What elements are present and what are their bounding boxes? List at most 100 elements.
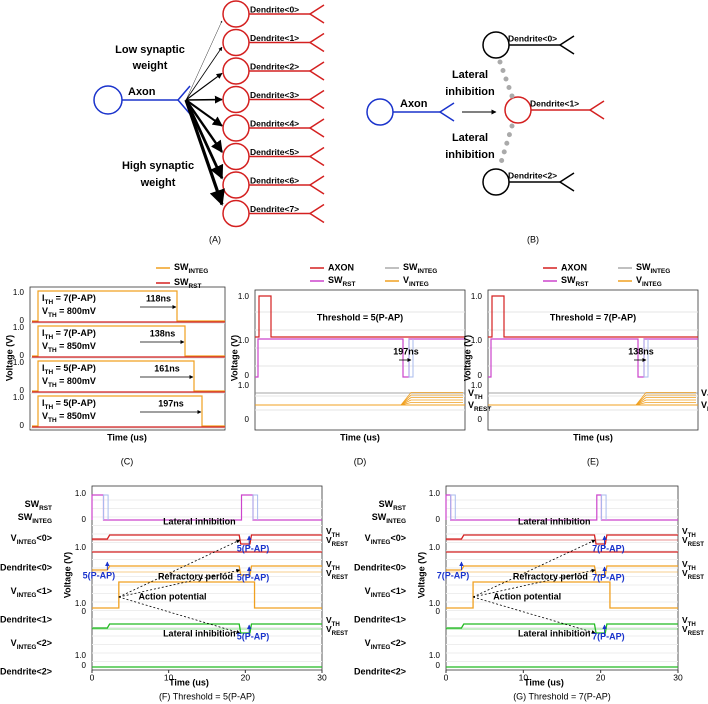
y-tick-label: 1.0	[471, 292, 483, 301]
label: VTH	[326, 615, 340, 627]
subscript: INTEG	[386, 518, 406, 525]
dendrite-fork	[558, 35, 575, 55]
label: Action potential	[493, 591, 561, 601]
label: VREST	[682, 568, 704, 580]
label: ITH = 7(P-AP)	[42, 293, 96, 305]
text-part: V	[11, 586, 17, 596]
subscript: INTEG	[17, 644, 37, 651]
row-label: Dendrite<2>	[354, 666, 406, 676]
label: VTH = 850mV	[42, 341, 96, 353]
neuron-body	[222, 0, 250, 28]
y-tick-label: 1.0	[13, 393, 25, 402]
label: Time (us)	[169, 677, 209, 687]
trace	[252, 494, 259, 520]
y-tick-label: 1.0	[13, 288, 25, 297]
text-part: I	[42, 328, 45, 338]
caption: (D)	[354, 456, 367, 466]
subscript: INTEG	[642, 281, 662, 288]
label: 197ns	[393, 346, 419, 356]
synapse-arrow	[184, 99, 225, 206]
label: Lateral	[452, 69, 488, 81]
text-part: V	[682, 535, 688, 545]
text-part: V	[326, 535, 332, 545]
legend-label: AXON	[561, 262, 587, 272]
label: VTH	[682, 615, 696, 627]
plot-frame	[487, 289, 699, 431]
label: VREST	[682, 535, 704, 547]
text-part: V	[326, 615, 332, 625]
subscript: INTEG	[651, 268, 671, 275]
caption: (C)	[121, 456, 134, 466]
text-part: SW	[174, 262, 189, 272]
row-label: VINTEG<0>	[11, 533, 52, 545]
inhibition-link	[497, 123, 515, 169]
label: Dendrite<2>	[508, 170, 557, 180]
label: VTH	[682, 526, 696, 538]
caption: (E)	[587, 456, 599, 466]
caption: (G) Threshold = 7(P-AP)	[513, 691, 611, 701]
x-tick-label: 20	[596, 672, 606, 682]
y-tick-label: 1.0	[429, 651, 441, 660]
y-tick-label: 1.0	[75, 651, 87, 660]
label: Refractory period	[158, 571, 233, 581]
label: 5(P-AP)	[237, 631, 270, 641]
neuron-body	[93, 85, 123, 115]
subscript: INTEG	[409, 281, 429, 288]
caption: (B)	[527, 234, 539, 244]
text-part: SW	[18, 512, 33, 522]
legend-label: SWINTEG	[636, 262, 670, 274]
label: VREST	[326, 568, 348, 580]
dendrite-fork	[558, 172, 575, 192]
subscript: INTEG	[418, 268, 438, 275]
subscript: RST	[576, 281, 589, 288]
subscript: TH	[688, 621, 696, 628]
subscript: RST	[189, 283, 202, 290]
annotation-arrow	[472, 568, 596, 598]
label: 5(P-AP)	[237, 572, 270, 582]
trace	[32, 360, 225, 392]
synapse-arrow	[185, 99, 223, 153]
neuron-body	[222, 114, 250, 142]
synapse-arrow	[185, 72, 223, 101]
text-part: V	[326, 568, 332, 578]
text-part: V	[326, 624, 332, 634]
label: 5(P-AP)	[237, 543, 270, 553]
label: 197ns	[158, 398, 184, 408]
annotation-arrow	[118, 596, 241, 634]
label: Voltage (V)	[229, 335, 239, 381]
y-tick-label: 1.0	[75, 599, 87, 608]
subscript: TH	[45, 299, 54, 306]
dendrite-fork	[308, 175, 325, 195]
trace	[600, 494, 607, 520]
plot-frame	[445, 485, 679, 671]
subscript: TH	[45, 334, 54, 341]
trace	[488, 295, 698, 338]
row-label: SWRST	[25, 499, 52, 511]
legend-label: VINTEG	[636, 275, 662, 287]
row-label: SWRST	[379, 499, 406, 511]
neuron-body	[222, 199, 250, 228]
label: Dendrite<0>	[250, 4, 299, 14]
text-part: I	[42, 363, 45, 373]
label: 138ns	[628, 346, 654, 356]
y-tick-label: 1.0	[429, 543, 441, 552]
label: ITH = 5(P-AP)	[42, 363, 96, 375]
y-tick-label: 0	[20, 351, 25, 360]
y-tick-label: 0	[245, 371, 250, 380]
y-tick-label: 0	[245, 415, 250, 424]
subscript: TH	[688, 532, 696, 539]
label: Time (us)	[107, 432, 147, 442]
y-tick-label: 0	[436, 515, 441, 524]
text-part: V	[365, 533, 371, 543]
x-tick-label: 30	[317, 672, 327, 682]
subscript: INTEG	[17, 592, 37, 599]
text-part: = 5(P-AP)	[53, 398, 96, 408]
subscript: INTEG	[371, 539, 391, 546]
y-tick-label: 1.0	[238, 292, 250, 301]
label: Lateral	[452, 132, 488, 144]
text-part: V	[42, 341, 48, 351]
label: 161ns	[154, 363, 180, 373]
text-part: = 850mV	[57, 341, 96, 351]
neuron-body	[222, 142, 250, 171]
